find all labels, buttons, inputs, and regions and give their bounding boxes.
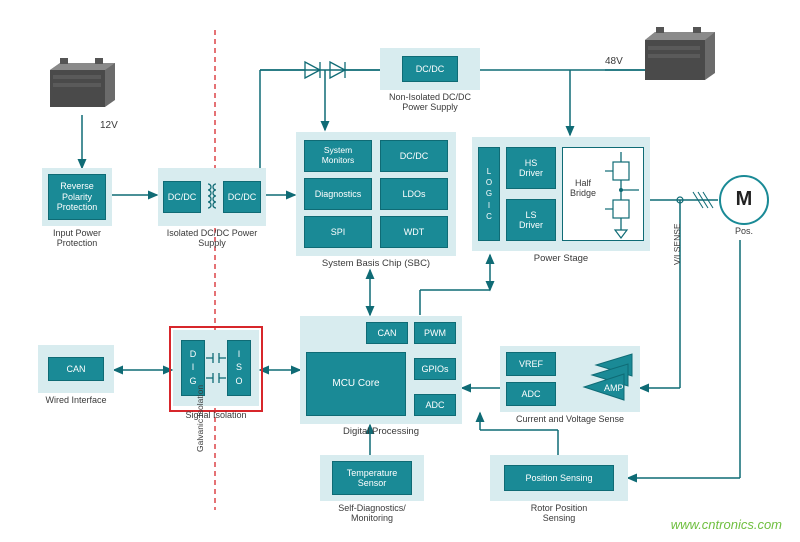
battery-48v-icon: [640, 25, 720, 83]
label-non-isolated-dcdc: Non-Isolated DC/DC Power Supply: [380, 92, 480, 112]
group-rotor-sensing: Position Sensing Rotor Position Sensing: [490, 455, 628, 525]
block-hs-driver: HS Driver: [506, 147, 556, 189]
block-dp-adc: ADC: [414, 394, 456, 416]
block-dp-mcu: MCU Core: [306, 352, 406, 416]
battery-12v-icon: [45, 55, 120, 110]
label-motor-pos: Pos.: [716, 226, 772, 236]
block-sbc-diag: Diagnostics: [304, 178, 372, 210]
group-input-power-protection: Reverse Polarity Protection Input Power …: [42, 168, 112, 248]
label-digital-processing: Digital Processing: [300, 426, 462, 437]
label-galvanic-isolation: Galvanic Isolation: [195, 385, 205, 452]
block-iso: I S O: [227, 340, 251, 396]
block-iso-dcdc-left: DC/DC: [163, 181, 201, 213]
label-wired-interface: Wired Interface: [38, 395, 114, 405]
block-non-iso-dcdc: DC/DC: [402, 56, 458, 82]
block-dp-gpios: GPIOs: [414, 358, 456, 380]
label-power-stage: Power Stage: [472, 253, 650, 264]
motor-icon: M Pos.: [716, 172, 772, 244]
transformer-icon: [202, 182, 222, 212]
label-48v: 48V: [605, 56, 623, 67]
group-power-stage: L O G I C HS Driver LS Driver Half Bridg…: [472, 137, 650, 267]
svg-text:AMP: AMP: [604, 383, 624, 393]
block-vref: VREF: [506, 352, 556, 376]
label-12v: 12V: [100, 120, 118, 131]
block-sbc-sm: System Monitors: [304, 140, 372, 172]
block-reverse-polarity: Reverse Polarity Protection: [48, 174, 106, 220]
block-position-sensing: Position Sensing: [504, 465, 614, 491]
label-cvs: Current and Voltage Sense: [500, 414, 640, 424]
block-can-wired: CAN: [48, 357, 104, 381]
half-bridge-icon: [601, 150, 641, 240]
group-sbc: System Monitors DC/DC Diagnostics LDOs S…: [296, 132, 456, 272]
group-isolated-dcdc: DC/DC DC/DC Isolated DC/DC Power Supply: [158, 168, 266, 250]
label-self-diagnostics: Self-Diagnostics/ Monitoring: [320, 503, 424, 523]
label-motor-m: M: [716, 188, 772, 211]
block-sbc-wdt: WDT: [380, 216, 448, 248]
block-ls-driver: LS Driver: [506, 199, 556, 241]
group-digital-processing: CAN PWM GPIOs ADC MCU Core Digital Proce…: [300, 316, 462, 438]
label-isolated-dcdc: Isolated DC/DC Power Supply: [158, 228, 266, 248]
block-cvs-adc: ADC: [506, 382, 556, 406]
label-half-bridge: Half Bridge: [567, 178, 599, 198]
block-dp-pwm: PWM: [414, 322, 456, 344]
label-sbc: System Basis Chip (SBC): [296, 258, 456, 269]
label-input-power-protection: Input Power Protection: [42, 228, 112, 248]
block-iso-dcdc-right: DC/DC: [223, 181, 261, 213]
label-signal-isolation: Signal Isolation: [173, 410, 259, 420]
group-current-voltage-sense: VREF ADC AMP Current and Voltage Sense: [500, 346, 640, 428]
group-wired-interface: CAN Wired Interface: [38, 345, 114, 407]
block-sbc-spi: SPI: [304, 216, 372, 248]
block-dp-can: CAN: [366, 322, 408, 344]
watermark: www.cntronics.com: [671, 517, 782, 532]
isolation-capacitor-icon: [206, 350, 226, 386]
group-self-diagnostics: Temperature Sensor Self-Diagnostics/ Mon…: [320, 455, 424, 527]
amp-icon: AMP: [562, 350, 636, 408]
label-rotor-sensing: Rotor Position Sensing: [490, 503, 628, 523]
group-signal-isolation: D I G I S O Signal Isolation: [173, 330, 259, 422]
block-temp-sensor: Temperature Sensor: [332, 461, 412, 495]
block-sbc-ldos: LDOs: [380, 178, 448, 210]
block-sbc-dcdc: DC/DC: [380, 140, 448, 172]
group-non-isolated-dcdc: DC/DC Non-Isolated DC/DC Power Supply: [380, 48, 480, 114]
label-vi-sense: V/I SENSE: [672, 223, 682, 265]
block-logic: L O G I C: [478, 147, 500, 241]
